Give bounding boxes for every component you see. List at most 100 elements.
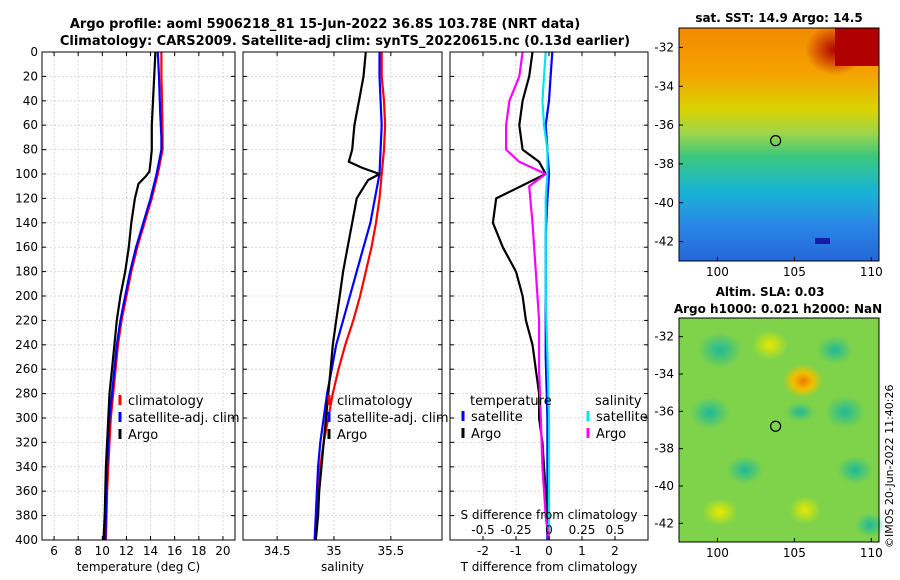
s-tick-label: 0.5 — [605, 523, 624, 537]
x-tick-label: 35 — [326, 544, 341, 558]
y-tick-label: 180 — [15, 265, 38, 279]
map-y-tick-label: -38 — [654, 442, 674, 456]
series-line-s-argo — [505, 51, 551, 541]
y-tick-label: 380 — [15, 509, 38, 523]
title-line1: Argo profile: aoml 5906218_81 15-Jun-202… — [70, 17, 580, 32]
series-line-t-argo — [491, 51, 551, 541]
sst-map-frame — [678, 27, 880, 262]
series-line-argo — [314, 51, 381, 541]
legend-title-temperature: temperature — [470, 394, 552, 409]
y-tick-label: 100 — [15, 167, 38, 181]
sla-blob — [783, 364, 823, 398]
legend-label: Argo — [128, 428, 158, 443]
legend-label: satellite — [471, 410, 523, 425]
x-tick-label: 0 — [545, 544, 553, 558]
x-tick-label: -1 — [510, 544, 522, 558]
series-line-argo — [102, 51, 157, 541]
legend-label: satellite-adj. clim — [128, 411, 240, 426]
map-x-tick-label: 110 — [860, 546, 883, 560]
x-tick-label: 34.5 — [264, 544, 291, 558]
legend-label: climatology — [128, 394, 204, 409]
series-line-satellite-adj-clim — [313, 52, 383, 541]
legend-title-salinity: salinity — [595, 394, 642, 409]
x-tick-label: 12 — [119, 544, 134, 558]
temperature-panel: 0 20 40 60 80 100 120 140 160 180 200 220 240 260 280 3… — [15, 45, 240, 574]
y-tick-label: 40 — [23, 94, 38, 108]
y-tick-label: 60 — [23, 118, 38, 132]
series-line-t-satellite — [544, 51, 554, 540]
sla-blob — [855, 513, 885, 537]
y-tick-label: 400 — [15, 533, 38, 547]
map-y-tick-label: -36 — [654, 404, 674, 418]
x-axis-label: T difference from climatology — [460, 560, 638, 574]
map-x-tick-label: 105 — [783, 546, 806, 560]
sla-blob — [702, 498, 738, 526]
y-tick-label: 320 — [15, 435, 38, 449]
map-y-tick-label: -36 — [654, 118, 674, 132]
map-x-tick-label: 110 — [860, 265, 883, 279]
y-tick-label: 240 — [15, 338, 38, 352]
x-tick-label: 18 — [191, 544, 206, 558]
y-tick-label: 300 — [15, 411, 38, 425]
sla-blob — [690, 397, 730, 429]
sla-blob — [789, 496, 821, 524]
series-line-climatology — [104, 52, 164, 541]
map-y-tick-label: -34 — [654, 79, 674, 93]
s-tick-label: 0 — [545, 523, 553, 537]
map-y-tick-label: -32 — [654, 330, 674, 344]
sla-blob — [727, 456, 763, 484]
x-tick-label: -2 — [477, 544, 489, 558]
y-tick-label: 0 — [30, 45, 38, 59]
sst-map-axes: 100 105 110 -32 -34 -36 -38 -40 -42 — [654, 40, 882, 279]
s-tick-label: -0.25 — [500, 523, 531, 537]
x-tick-label: 10 — [95, 544, 110, 558]
map-y-tick-label: -40 — [654, 196, 674, 210]
legend-label: Argo — [471, 427, 501, 442]
map-x-tick-label: 105 — [783, 265, 806, 279]
sla-map: Altim. SLA: 0.03 Argo h1000: 0.021 h2000… — [654, 285, 885, 560]
sla-blob — [817, 336, 853, 364]
title-line2: Climatology: CARS2009. Satellite-adj cli… — [60, 34, 630, 49]
sst-map-deep-blue-patch — [815, 238, 830, 244]
x-tick-label: 1 — [578, 544, 586, 558]
series-line-s-satellite — [541, 51, 551, 540]
legend-label: climatology — [337, 394, 413, 409]
map-y-tick-label: -40 — [654, 479, 674, 493]
legend-label: satellite-adj. clim — [337, 411, 449, 426]
sla-map-frame — [678, 317, 880, 543]
sst-map: sat. SST: 14.9 Argo: 14.5 100 105 110 -32 -3… — [654, 11, 882, 279]
s-tick-label: 0.25 — [569, 523, 596, 537]
x-tick-label: 6 — [50, 544, 58, 558]
difference-panel: -2 -1 0 1 2 T difference from climatology temp… — [449, 51, 649, 574]
sst-map-hot-glow — [805, 25, 865, 75]
top-x-axis-label: S difference from climatology — [461, 508, 638, 522]
series-line-satellite-adj-clim — [104, 51, 163, 541]
sla-blob — [825, 396, 865, 428]
sst-map-title: sat. SST: 14.9 Argo: 14.5 — [695, 11, 862, 25]
salinity-panel: 34.5 35 35.5 salinity climatology satellite-a… — [242, 51, 449, 574]
y-tick-label: 20 — [23, 69, 38, 83]
map-y-tick-label: -42 — [654, 516, 674, 530]
x-tick-label: 35.5 — [377, 544, 404, 558]
y-tick-label: 360 — [15, 484, 38, 498]
sla-map-argo-marker — [770, 420, 782, 432]
watermark: ©IMOS 20-Jun-2022 11:40:26 — [883, 384, 896, 548]
legend-label: satellite — [596, 410, 648, 425]
y-tick-label: 140 — [15, 216, 38, 230]
sla-map-title-line2: Argo h1000: 0.021 h2000: NaN — [674, 302, 882, 316]
y-tick-label: 80 — [23, 143, 38, 157]
sst-map-argo-marker — [770, 135, 782, 147]
map-y-tick-label: -38 — [654, 157, 674, 171]
map-x-tick-label: 100 — [706, 546, 729, 560]
x-axis-label: salinity — [321, 560, 364, 574]
sla-blob — [786, 402, 814, 422]
legend-label: Argo — [337, 428, 367, 443]
y-tick-label: 120 — [15, 191, 38, 205]
sla-blob — [698, 332, 742, 368]
y-tick-label: 260 — [15, 362, 38, 376]
map-y-tick-label: -42 — [654, 235, 674, 249]
sla-blob — [837, 456, 873, 484]
x-tick-label: 20 — [215, 544, 230, 558]
x-tick-label: 8 — [74, 544, 82, 558]
